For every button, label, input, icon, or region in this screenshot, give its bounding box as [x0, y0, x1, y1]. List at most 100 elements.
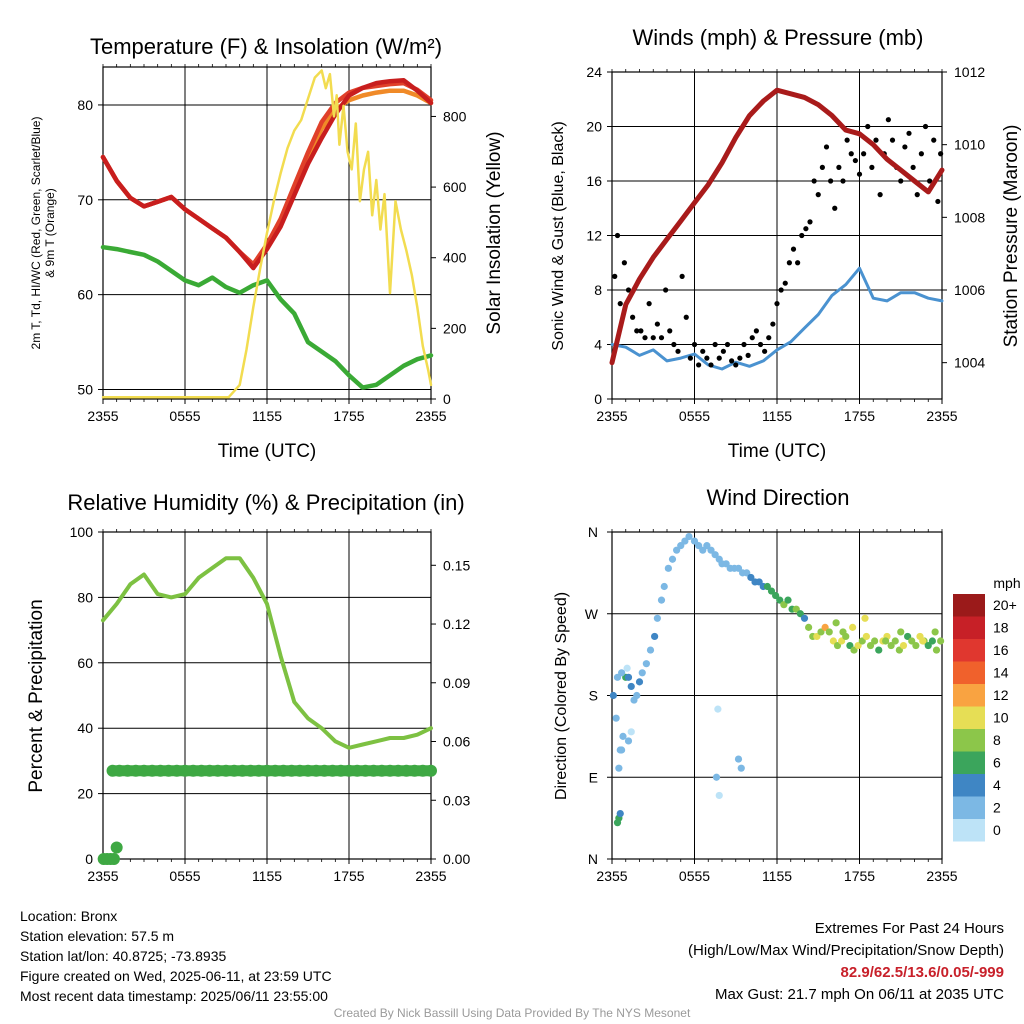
precipitation-point — [244, 764, 257, 777]
legend-swatch — [953, 819, 985, 842]
legend-swatch — [953, 751, 985, 774]
direction-point — [651, 632, 659, 641]
temperature-chart: 2355 0555 1155 1755 2355 Temperature (F) & In… — [29, 34, 505, 462]
y2-tick-label: 1012 — [954, 64, 985, 80]
gust-point — [819, 164, 825, 170]
y2-tick-label: 0.03 — [443, 792, 470, 808]
gust-point — [914, 192, 920, 198]
gust-point — [803, 226, 809, 232]
y-tick-label: N — [588, 851, 598, 867]
precipitation-point — [392, 764, 405, 777]
y-tick-label: 80 — [77, 97, 93, 113]
gust-point — [935, 198, 941, 205]
direction-point — [685, 532, 693, 541]
gust-point — [873, 137, 879, 143]
precipitation-point — [138, 764, 150, 777]
direction-point — [784, 596, 792, 604]
gust-point — [749, 335, 755, 341]
precipitation-point — [211, 764, 224, 777]
x-tick-label: 2355 — [87, 868, 118, 884]
station-location: Location: Bronx — [20, 908, 118, 924]
gust-point — [918, 151, 924, 157]
x-tick-label: 2355 — [87, 408, 118, 424]
pressure-line — [609, 87, 945, 366]
y-axis-label: Percent & Precipitation — [26, 599, 47, 792]
precipitation-point — [121, 764, 134, 777]
direction-point — [928, 637, 936, 645]
direction-point — [615, 764, 623, 772]
precipitation-point — [220, 764, 232, 777]
figure-created: Figure created on Wed, 2025-06-11, at 23… — [20, 968, 332, 984]
direction-point — [715, 791, 723, 800]
x-tick-label: 2355 — [926, 868, 957, 884]
y2-tick-label: 600 — [443, 179, 467, 195]
gust-point — [844, 137, 850, 143]
direction-point — [616, 809, 624, 818]
y2-tick-label: 1008 — [954, 209, 985, 225]
direction-point — [891, 637, 899, 645]
precipitation-point — [384, 764, 396, 777]
y2-tick-label: 400 — [443, 250, 467, 266]
legend-label: 8 — [993, 732, 1001, 748]
y2-tick-label: 0.15 — [443, 557, 470, 573]
gust-point — [766, 335, 772, 341]
direction-point — [712, 773, 721, 781]
gust-point — [836, 164, 842, 170]
gust-point — [938, 151, 944, 157]
station-latlon: Station lat/lon: 40.8725; -73.8935 — [20, 948, 227, 964]
direction-point — [832, 619, 840, 627]
precipitation-point — [113, 764, 126, 777]
legend-swatch — [953, 661, 985, 684]
gust-point — [898, 178, 904, 184]
direction-point — [623, 664, 631, 672]
y-tick-label: 40 — [77, 720, 93, 736]
gust-point — [683, 314, 689, 320]
legend-label: 6 — [993, 755, 1001, 771]
x-tick-label: 1755 — [333, 408, 364, 424]
y-tick-label: 60 — [77, 287, 93, 303]
y-axis-label: & 9m T (Orange) — [43, 188, 57, 278]
legend-title: mph — [993, 575, 1020, 591]
gust-point — [737, 355, 743, 361]
wind-speed-line — [610, 266, 944, 371]
gust-point — [634, 328, 640, 334]
precipitation-point — [195, 764, 208, 777]
x-tick-label: 1755 — [844, 868, 875, 884]
legend-swatch — [953, 594, 985, 617]
y-tick-label: 50 — [77, 382, 93, 398]
x-tick-label: 0555 — [169, 408, 200, 424]
precipitation-point — [277, 764, 290, 777]
gust-point — [869, 164, 875, 170]
legend-label: 20+ — [993, 597, 1017, 613]
y-tick-label: N — [588, 524, 598, 540]
gust-point — [757, 341, 764, 348]
y2-tick-label: 0.12 — [443, 616, 470, 632]
x-tick-label: 1155 — [252, 408, 282, 424]
x-tick-label: 2355 — [415, 868, 446, 884]
x-tick-label: 2355 — [926, 408, 957, 424]
temperature-series-line — [101, 69, 433, 399]
direction-point — [919, 637, 927, 645]
direction-point — [609, 691, 617, 700]
gust-point — [621, 260, 627, 266]
precipitation-point — [400, 764, 413, 777]
gust-point — [733, 362, 739, 368]
credit-line: Created By Nick Bassill Using Data Provi… — [333, 1006, 691, 1020]
direction-point — [657, 596, 666, 604]
gust-point — [724, 341, 731, 348]
gust-point — [658, 335, 665, 341]
precipitation-point — [375, 764, 388, 777]
gust-point — [782, 280, 788, 286]
precipitation-point — [425, 764, 437, 777]
gust-point — [745, 352, 751, 358]
direction-point — [624, 737, 633, 745]
direction-point — [646, 646, 655, 654]
direction-point — [825, 628, 833, 636]
plot-frame — [102, 66, 432, 400]
precipitation-point — [187, 764, 200, 777]
y-tick-label: 20 — [586, 119, 602, 135]
y-tick-label: E — [589, 769, 598, 785]
y-tick-label: 100 — [70, 524, 94, 540]
precipitation-point — [162, 764, 175, 777]
direction-point — [618, 669, 626, 677]
